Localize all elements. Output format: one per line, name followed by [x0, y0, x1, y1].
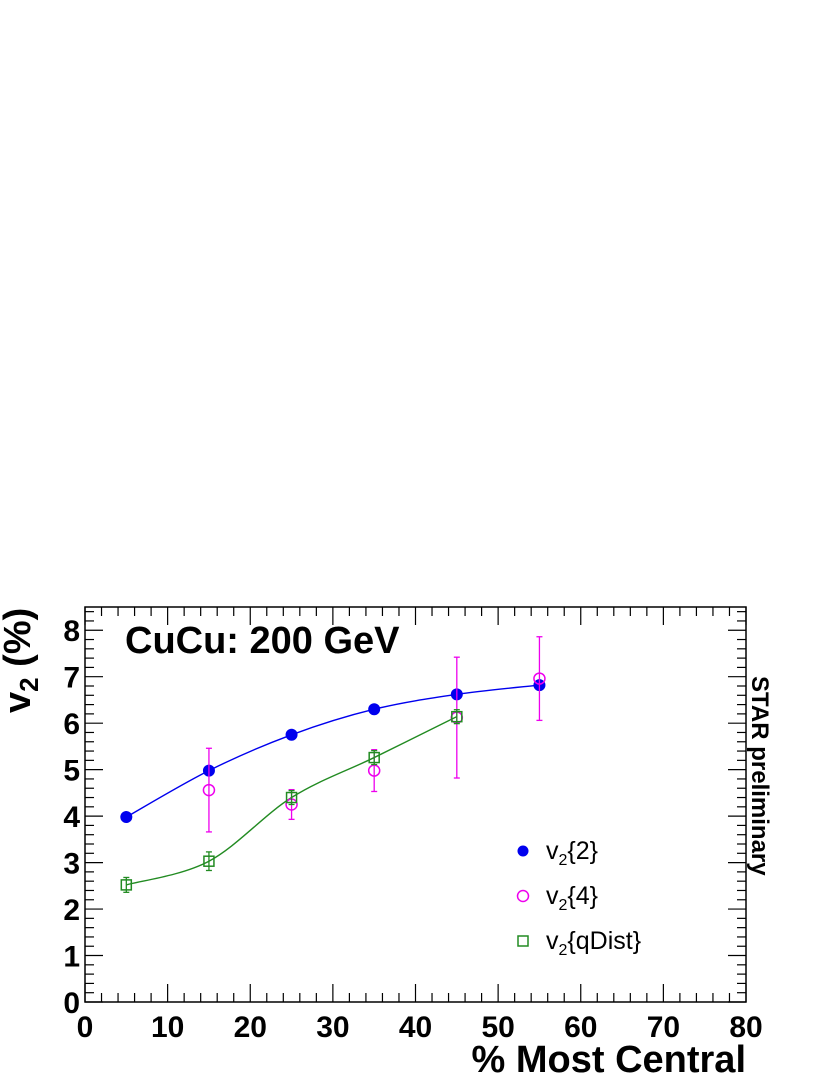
data-point-v2-2 [368, 703, 381, 716]
y-tick-label: 2 [63, 894, 80, 927]
x-tick-label: 80 [729, 1011, 762, 1044]
marker-open-square [285, 791, 298, 804]
marker-open-square [203, 855, 215, 867]
legend-entry-v2-qdist: v2{qDist} [517, 927, 641, 959]
x-tick-label: 40 [399, 1011, 432, 1044]
data-points [120, 636, 546, 893]
x-axis-title: % Most Central [472, 1039, 746, 1075]
y-axis-title-main: v [0, 692, 39, 713]
chart-title: CuCu: 200 GeV [125, 620, 400, 662]
star-preliminary-label: STAR preliminary [746, 676, 773, 876]
legend-marker [517, 935, 529, 947]
y-tick-label: 8 [63, 615, 80, 648]
legend-label: v2{4} [546, 882, 598, 914]
data-point-v2-2 [120, 811, 133, 824]
data-point-v2-4 [533, 636, 546, 722]
marker-filled-circle [120, 811, 133, 824]
data-point-v2-qdist [203, 851, 215, 872]
axis-ticks: 0 10 20 30 40 50 60 70 80 0 1 2 3 4 5 6 7 8 [63, 607, 763, 1044]
data-point-v2-qdist [368, 749, 380, 766]
marker-open-circle [533, 672, 546, 685]
data-point-v2-2 [285, 728, 298, 741]
x-tick-label: 50 [481, 1011, 514, 1044]
x-tick-label: 60 [564, 1011, 597, 1044]
y-axis-title: v2 (%) [0, 608, 44, 713]
marker-open-circle [202, 783, 216, 797]
legend-marker [516, 889, 530, 903]
y-tick-label: 0 [63, 987, 80, 1020]
x-tick-label: 0 [77, 1011, 94, 1044]
x-tick-label: 30 [316, 1011, 349, 1044]
marker-open-square [451, 710, 463, 723]
legend-label: v2{qDist} [546, 927, 641, 959]
data-point-v2-qdist [451, 709, 463, 725]
fit-curve-v2-2 [125, 684, 540, 818]
marker-open-square [120, 879, 133, 891]
legend-label: v2{2} [546, 837, 598, 869]
y-tick-label: 7 [63, 662, 80, 695]
y-tick-label: 4 [63, 801, 80, 834]
data-point-v2-4 [202, 747, 216, 833]
legend-marker [517, 845, 529, 857]
legend: v2{2} v2{4} v2{qDist} [516, 837, 641, 959]
x-tick-label: 10 [151, 1011, 184, 1044]
data-point-v2-qdist [120, 876, 133, 893]
x-tick-label: 70 [647, 1011, 680, 1044]
marker-filled-circle [285, 728, 298, 741]
y-axis-title-tail: (%) [0, 608, 39, 678]
y-tick-label: 1 [63, 941, 80, 974]
marker-open-square [368, 751, 380, 764]
data-point-v2-qdist [285, 789, 298, 806]
legend-entry-v2-4: v2{4} [516, 882, 598, 914]
y-axis-title-sub: 2 [14, 677, 44, 691]
y-tick-label: 5 [63, 755, 80, 788]
y-tick-label: 6 [63, 708, 80, 741]
marker-filled-circle [368, 703, 381, 716]
y-tick-label: 3 [63, 848, 80, 881]
legend-entry-v2-2: v2{2} [517, 837, 598, 869]
x-tick-label: 20 [234, 1011, 267, 1044]
